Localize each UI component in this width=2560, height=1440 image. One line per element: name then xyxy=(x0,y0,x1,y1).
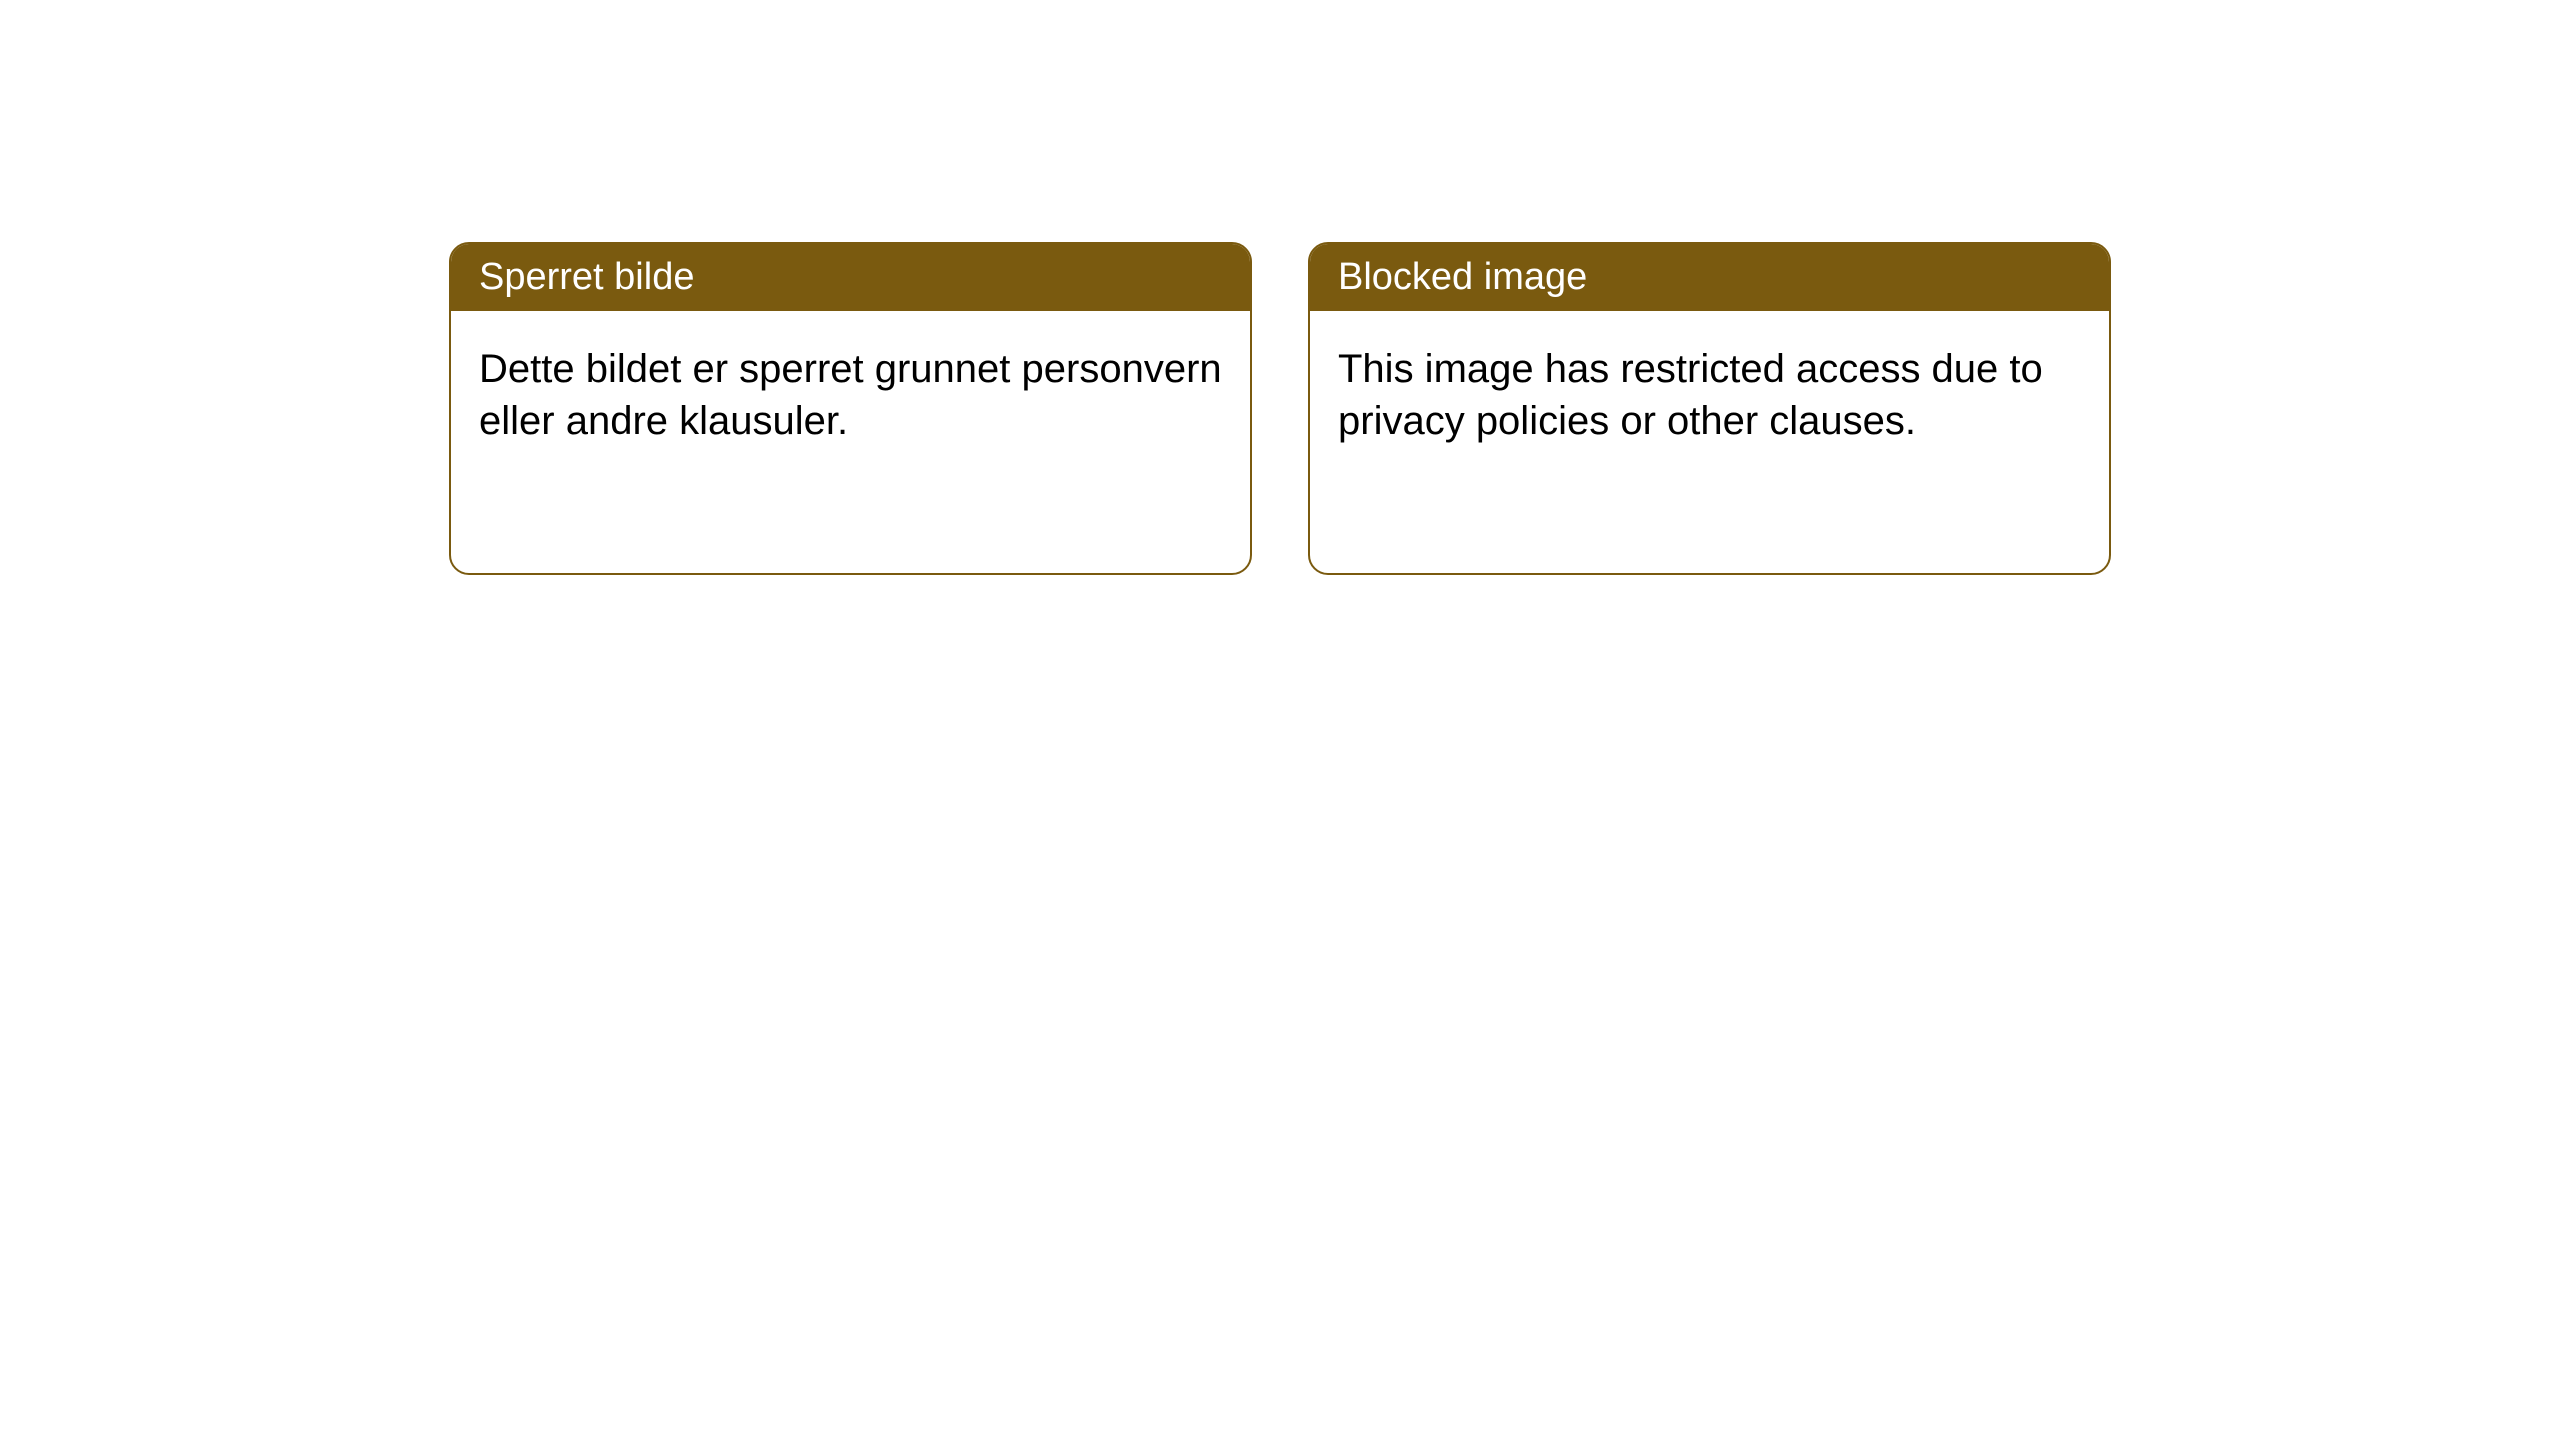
notice-card-body: This image has restricted access due to … xyxy=(1310,311,2109,479)
notice-card-title: Sperret bilde xyxy=(451,244,1250,311)
notice-card-en: Blocked image This image has restricted … xyxy=(1308,242,2111,575)
notice-card-body: Dette bildet er sperret grunnet personve… xyxy=(451,311,1250,479)
notice-cards-container: Sperret bilde Dette bildet er sperret gr… xyxy=(449,242,2111,575)
notice-card-nb: Sperret bilde Dette bildet er sperret gr… xyxy=(449,242,1252,575)
notice-card-title: Blocked image xyxy=(1310,244,2109,311)
